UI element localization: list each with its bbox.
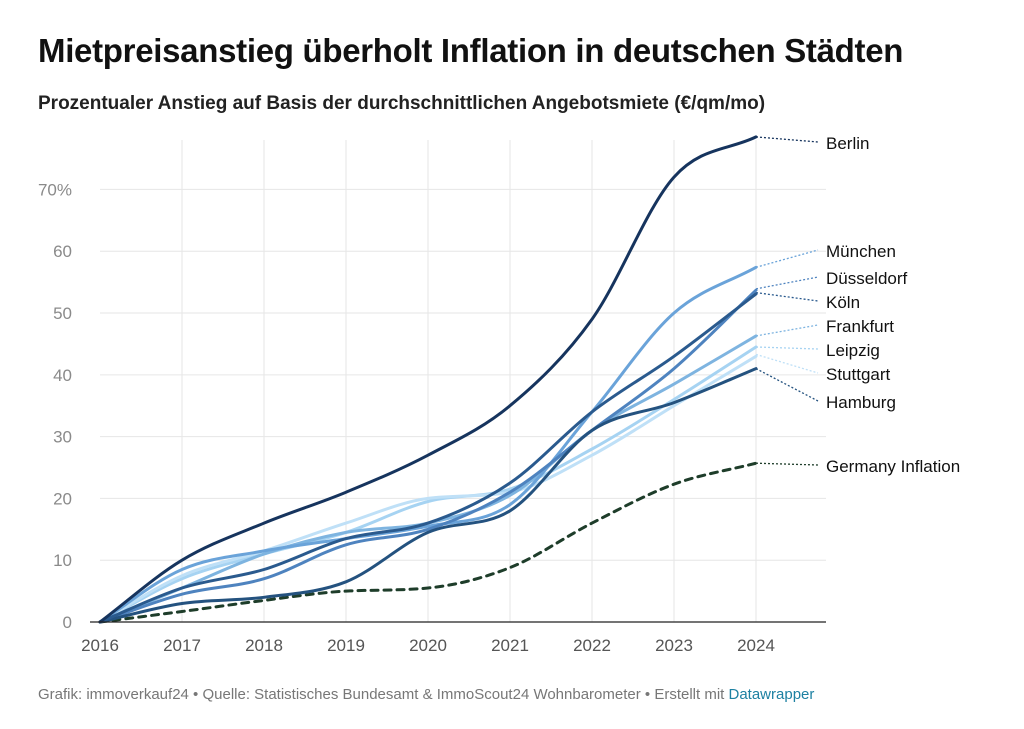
y-tick-label: 40: [53, 366, 72, 385]
series-line-leipzig: [98, 345, 758, 624]
label-connector-stuttgart: [755, 353, 819, 374]
footer-text: Grafik: immoverkauf24 • Quelle: Statisti…: [38, 686, 729, 703]
label-connector-leipzig: [755, 346, 819, 350]
datawrapper-link[interactable]: Datawrapper: [728, 686, 815, 703]
series-line-stuttgart: [98, 354, 758, 624]
label-connector-frankfurt: [755, 324, 819, 337]
series-label-germany-inflation: Germany Inflation: [826, 457, 960, 476]
chart-title: Mietpreisanstieg überholt Inflation in d…: [38, 32, 904, 69]
series-label-frankfurt: Frankfurt: [826, 317, 894, 336]
x-tick-label: 2017: [163, 636, 201, 655]
x-tick-label: 2022: [573, 636, 611, 655]
x-tick-label: 2024: [737, 636, 775, 655]
y-tick-label: 30: [53, 428, 72, 447]
x-tick-label: 2023: [655, 636, 693, 655]
label-layer: Berlin München Düsseldorf Köln Frankfurt Leip…: [755, 134, 960, 476]
label-connector-duesseldorf: [755, 276, 819, 290]
label-connector-hamburg: [755, 368, 819, 402]
label-connector-germany-inflation: [755, 462, 819, 466]
label-connector-koeln: [755, 291, 819, 302]
chart-subtitle: Prozentualer Anstieg auf Basis der durch…: [38, 93, 766, 114]
series-label-koeln: Köln: [826, 293, 860, 312]
y-tick-label: 10: [53, 551, 72, 570]
series-label-stuttgart: Stuttgart: [826, 365, 891, 384]
source-footer: Grafik: immoverkauf24 • Quelle: Statisti…: [38, 686, 814, 703]
x-tick-label: 2020: [409, 636, 447, 655]
y-tick-label: 20: [53, 489, 72, 508]
grid-layer: [100, 140, 826, 622]
x-tick-label: 2021: [491, 636, 529, 655]
series-line-berlin: [98, 135, 758, 624]
x-tick-label: 2018: [245, 636, 283, 655]
series-label-leipzig: Leipzig: [826, 341, 880, 360]
series-label-duesseldorf: Düsseldorf: [826, 269, 908, 288]
series-line-germany-inflation: [98, 461, 758, 624]
series-line-koeln: [98, 292, 758, 624]
series-label-berlin: Berlin: [826, 134, 869, 153]
series-layer: [98, 135, 758, 624]
x-tick-label: 2016: [81, 636, 119, 655]
y-tick-label: 60: [53, 242, 72, 261]
series-line-muenchen: [98, 265, 758, 624]
label-connector-muenchen: [755, 249, 819, 268]
x-tick-label: 2019: [327, 636, 365, 655]
y-tick-label: 70%: [38, 180, 72, 199]
series-label-hamburg: Hamburg: [826, 393, 896, 412]
y-tick-label: 0: [63, 613, 72, 632]
y-tick-label: 50: [53, 304, 72, 323]
series-label-muenchen: München: [826, 242, 896, 261]
series-line-duesseldorf: [98, 288, 758, 624]
axis-layer: 2016 2017 2018 2019 2020 2021 2022 2023 2024 0 10 2…: [38, 180, 826, 655]
series-line-hamburg: [98, 367, 758, 624]
label-connector-berlin: [755, 136, 819, 143]
